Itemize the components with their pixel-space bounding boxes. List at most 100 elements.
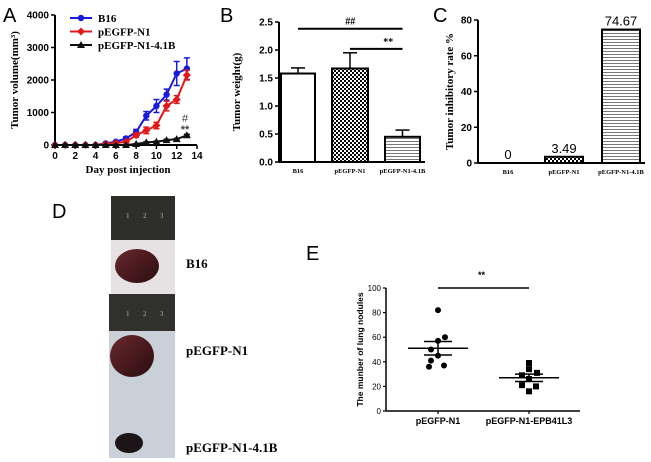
data-point [442,334,448,341]
bar-pegfp-n1 [544,155,584,165]
y-tick-label: 2000 [27,76,50,87]
bar-b16 [280,72,316,163]
x-tick-label: 8 [133,151,139,162]
data-point [182,131,191,139]
y-tick-label: 60 [461,51,473,62]
data-point [172,135,181,143]
data-point [428,346,434,353]
y-tick-label: 80 [461,16,473,27]
panel-b-tumor-weight-chart: B 0.0 0.5 1.0 1.5 2.0 2.5 Tumor weight(g) B16 pEG… [220,5,426,175]
x-tick-label: 12 [171,151,183,162]
legend-label: B16 [98,13,117,25]
tumor-pegfp-n1 [110,335,154,377]
y-tick-label: 1.5 [259,74,273,85]
x-category-label: pEGFP-N1 [548,169,579,176]
ruler-b16 [111,196,175,240]
y-tick-label: 4000 [27,11,50,22]
ruler-mark: 2 [143,310,147,318]
tumor-pegfp-n1-4-1b [115,433,143,453]
x-category-label: pEGFP-N1 [416,416,461,426]
bar-pegfp-n1-4.1b [601,28,641,164]
x-tick-label: 6 [113,151,119,162]
ruler-mark: 1 [126,310,130,318]
data-point [182,71,191,80]
panel-a-tumor-volume-chart: A 0 1000 2000 3000 4000 0 2 4 6 8 10 12 14 Day post in… [3,5,203,176]
x-category-label: pEGFP-N1-4.1B [380,168,426,175]
legend-marker [77,14,85,22]
x-tick-label: 14 [191,151,203,162]
ruler-mark: 1 [126,212,130,220]
photo-label: B16 [186,256,208,271]
photo-label: pEGFP-N1 [186,343,248,358]
y-tick-label: 100 [368,284,382,293]
data-point [162,102,171,110]
data-point [172,95,181,104]
data-point [526,366,532,373]
ruler-mark: 2 [143,212,147,220]
y-tick-label: 80 [372,309,381,318]
data-label: 74.67 [605,14,638,29]
annotation-stars: ** [181,124,190,136]
data-point [526,360,532,367]
x-category-label: B16 [503,169,515,176]
data-point [132,131,141,140]
data-point [91,141,100,148]
bar-pegfp-n1 [331,67,369,163]
annotation-hash: # [182,113,189,125]
data-point [533,383,539,390]
y-tick-label: 40 [372,358,381,367]
panel-letter-e: E [306,243,319,265]
y-axis-title: Tumor volume(mm³) [9,31,21,129]
data-point [163,91,170,98]
x-category-label: B16 [293,168,305,175]
x-axis-title: Day post injection [86,164,171,176]
data-label: 0 [504,147,511,162]
y-axis-title: Tumor inhibitory rate % [444,33,456,150]
bar-pegfp-n1-4.1b [384,135,421,164]
panel-d-tumor-photo: D 1 2 3 1 2 3 B16 pEGFP-N1 pEGFP-N1-4.1B [52,196,278,458]
x-tick-label: 4 [93,151,99,162]
data-point [426,363,432,370]
data-point [428,357,434,364]
y-tick-label: 2.0 [259,46,273,57]
panel-letter-d: D [52,201,66,223]
data-point [173,70,180,77]
panel-letter-c: C [433,5,447,27]
legend-label: pEGFP-N1-4.1B [98,40,176,52]
legend-marker [77,41,85,48]
x-tick-label: 2 [73,151,79,162]
data-point [142,126,151,135]
y-tick-label: 60 [372,333,381,342]
y-axis-title: The munber of lung nodules [355,292,365,407]
y-axis-title: Tumor weight(g) [231,52,243,131]
y-tick-label: 2.5 [259,18,273,29]
significance-label: ** [383,37,393,48]
data-point [152,137,161,145]
data-point [435,307,441,314]
y-tick-label: 20 [372,382,381,391]
x-category-label: pEGFP-N1 [334,168,365,175]
x-tick-label: 0 [52,151,58,162]
data-point [51,141,59,148]
x-tick-label: 10 [151,151,163,162]
data-point [111,141,120,148]
y-tick-label: 0 [377,407,382,416]
significance-label: ## [345,17,355,28]
y-tick-label: 0.0 [259,158,273,169]
panel-c-inhibitory-rate-chart: C 0 20 40 60 80 Tumor inhibitory rate % 0 B16 3.4… [433,5,645,176]
y-tick-label: 1000 [27,108,50,119]
y-tick-label: 20 [461,123,473,134]
x-category-label: pEGFP-N1-EPB41L3 [486,416,573,426]
panel-letter-b: B [220,5,233,27]
y-tick-label: 0 [466,159,472,170]
y-tick-label: 40 [461,87,473,98]
data-point [101,141,110,148]
data-point [526,388,532,395]
data-point [441,362,447,369]
data-point [71,141,80,148]
data-point [143,112,150,119]
y-tick-label: 0.5 [259,130,273,141]
